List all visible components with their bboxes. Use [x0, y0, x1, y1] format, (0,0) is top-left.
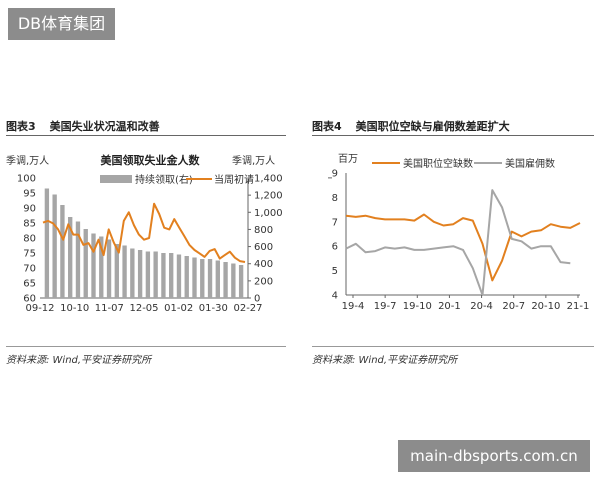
right-top-rule: [312, 135, 594, 136]
continuing-claims-bar: [238, 265, 244, 298]
right-y-tick-label: 0: [254, 294, 260, 305]
left-y-tick-label: 100: [17, 174, 36, 185]
continuing-claims-bar: [137, 250, 143, 298]
y-tick-label: 4: [332, 291, 338, 302]
x-tick-label: 20-1: [438, 301, 461, 312]
continuing-claims-bar: [106, 239, 112, 298]
initial-claims-line: [42, 202, 246, 263]
left-source-note: 资料来源: Wind,平安证券研究所: [6, 355, 152, 366]
right-figure-title: 美国职位空缺与雇佣数差距扩大: [355, 120, 510, 133]
hires-line: [345, 189, 571, 296]
right-figure-label: 图表4: [312, 120, 342, 133]
continuing-claims-bar: [215, 260, 220, 298]
right-bottom-rule: [312, 346, 594, 347]
job-openings-hires-chart: 百万 4 5 6 7 8 9 19-4 19-7 19-10 20-1 20-4 20-7 20-10 21…: [328, 153, 590, 312]
continuing-claims-bar: [99, 236, 104, 298]
continuing-claims-bar: [200, 259, 205, 298]
legend-swatch-continuing-claims: [100, 175, 132, 183]
legend-label-job-openings: 美国职位空缺数: [403, 157, 473, 170]
continuing-claims-bar: [192, 257, 197, 298]
continuing-claims-bar: [91, 233, 96, 298]
right-y-tick-label: 1,400: [254, 174, 283, 185]
x-tick-label: 01-02: [164, 303, 193, 314]
legend-label-hires: 美国雇佣数: [505, 157, 555, 170]
continuing-claims-bar: [145, 251, 151, 298]
continuing-claims-bar: [153, 251, 158, 298]
left-y-tick-label: 65: [23, 279, 36, 290]
x-tick-label: 01-30: [199, 303, 228, 314]
y-tick-label: 9: [332, 169, 338, 180]
left-bottom-rule: [6, 346, 286, 347]
x-tick-label: 19-4: [342, 301, 365, 312]
left-axis-title: 季调,万人: [6, 155, 49, 167]
x-tick-label: 20-4: [470, 301, 493, 312]
right-y-tick-label: 600: [254, 242, 273, 253]
x-tick-label: 09-12: [25, 303, 54, 314]
continuing-claims-bar: [223, 262, 228, 298]
left-figure-label: 图表3: [6, 120, 36, 133]
left-top-rule: [6, 135, 286, 136]
legend-label-continuing-claims: 持续领取(右): [135, 173, 193, 186]
y-tick-label: 5: [332, 266, 338, 277]
y-axis-title: 百万: [338, 153, 358, 165]
continuing-claims-bar: [207, 259, 213, 298]
right-y-tick-label: 200: [254, 276, 273, 287]
watermark-logo-top: DB体育集团: [8, 8, 115, 40]
continuing-claims-bar: [122, 245, 127, 298]
continuing-claims-bar: [169, 253, 174, 298]
left-y-tick-label: 95: [23, 189, 36, 200]
continuing-claims-bar: [75, 221, 81, 298]
left-y-tick-label: 80: [23, 234, 36, 245]
right-axis-title: 季调,万人: [232, 155, 275, 167]
continuing-claims-bar: [231, 263, 236, 298]
continuing-claims-bar: [44, 188, 50, 298]
x-tick-label: 02-27: [233, 303, 262, 314]
continuing-claims-bar: [130, 248, 135, 298]
continuing-claims-bar: [176, 254, 182, 298]
x-tick-label: 19-7: [374, 301, 397, 312]
continuing-claims-bar: [114, 244, 119, 298]
left-panel-heading: 图表3 美国失业状况温和改善: [6, 118, 160, 134]
x-tick-label: 10-10: [60, 303, 89, 314]
continuing-claims-bar: [68, 217, 73, 298]
x-tick-label: 11-07: [95, 303, 124, 314]
unemployment-claims-chart: 季调,万人 季调,万人美国领取失业金人数606570758085909510002…: [6, 153, 283, 314]
right-y-tick-label: 1,200: [254, 191, 283, 202]
left-y-tick-label: 75: [23, 249, 36, 260]
right-y-tick-label: 800: [254, 225, 273, 236]
legend-label-initial-claims: 当周初请: [214, 173, 254, 186]
job-openings-line: [345, 213, 581, 282]
y-tick-label: 7: [332, 217, 338, 228]
continuing-claims-bar: [60, 205, 65, 298]
continuing-claims-bar: [52, 194, 57, 298]
x-tick-label: 20-7: [502, 301, 525, 312]
right-source-note: 资料来源: Wind,平安证券研究所: [312, 355, 458, 366]
continuing-claims-bar: [161, 253, 166, 298]
left-y-tick-label: 85: [23, 219, 36, 230]
continuing-claims-bar: [83, 229, 88, 298]
left-y-tick-label: 90: [23, 204, 36, 215]
x-tick-label: 20-10: [531, 301, 560, 312]
x-tick-label: 19-10: [403, 301, 432, 312]
left-figure-title: 美国失业状况温和改善: [49, 120, 160, 133]
right-y-tick-label: 1,000: [254, 208, 283, 219]
y-tick-label: 8: [332, 193, 338, 204]
left-y-tick-label: 70: [23, 264, 36, 275]
left-y-tick-label: 60: [23, 294, 36, 305]
y-tick-label: 6: [332, 242, 338, 253]
x-tick-label: 12-05: [129, 303, 158, 314]
watermark-url-bottom: main-dbsports.com.cn: [398, 440, 590, 472]
x-tick-label: 21-1: [567, 301, 590, 312]
continuing-claims-bar: [184, 256, 189, 298]
chart-title: 美国领取失业金人数: [101, 153, 201, 167]
right-panel-heading: 图表4 美国职位空缺与雇佣数差距扩大: [312, 118, 510, 134]
right-y-tick-label: 400: [254, 259, 273, 270]
